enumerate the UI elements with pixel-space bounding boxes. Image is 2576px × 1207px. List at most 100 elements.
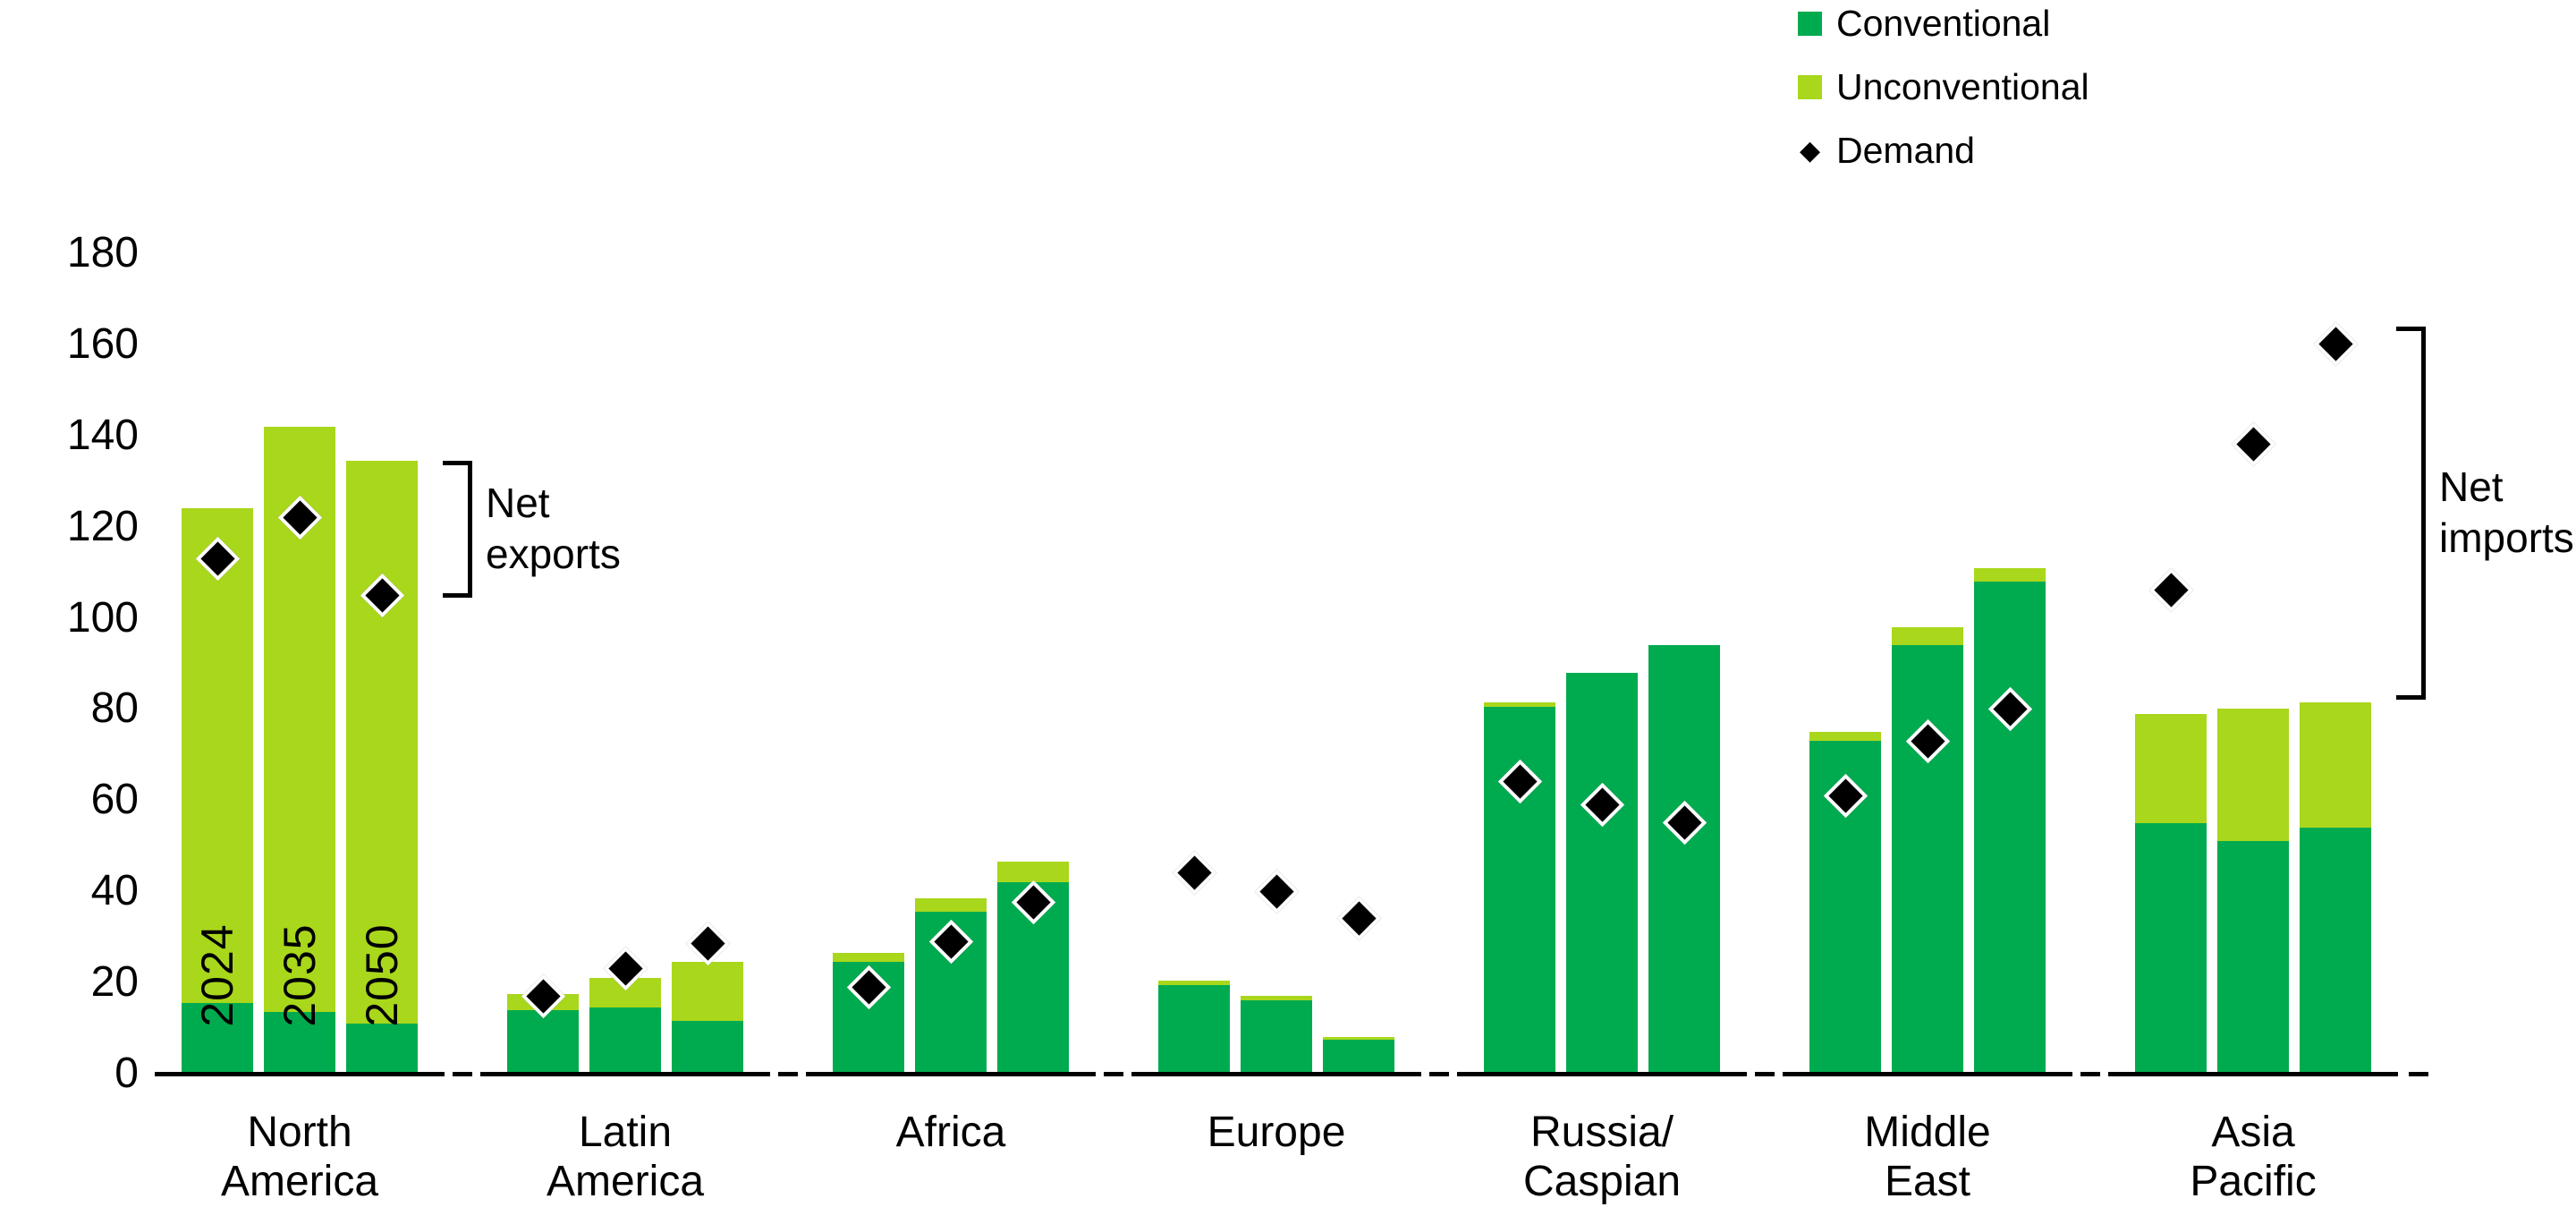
net-exports-label-line: exports — [486, 531, 621, 578]
bar-unconventional-segment — [2217, 709, 2289, 842]
demand-diamond — [1336, 897, 1381, 941]
x-axis-label-line: Latin — [578, 1109, 673, 1156]
year-label: 2024 — [192, 923, 242, 1027]
conventional-swatch-icon — [1798, 11, 1822, 36]
bar-conventional-segment — [346, 1023, 418, 1074]
bar-conventional-segment — [1323, 1039, 1394, 1074]
x-axis-label: Europe — [1114, 1108, 1439, 1157]
net-exports-label: Net exports — [486, 478, 621, 580]
net-exports-label-line: Net — [486, 480, 550, 527]
bar-conventional-segment — [1158, 984, 1230, 1074]
bar-conventional-segment — [1974, 581, 2046, 1074]
demand-diamond — [685, 922, 730, 966]
bar-conventional-segment — [1892, 645, 1963, 1074]
bar-conventional-segment — [507, 1009, 579, 1074]
bar-unconventional-segment — [346, 460, 418, 1024]
baseline-segment — [155, 1072, 445, 1076]
bar-conventional-segment — [182, 1003, 253, 1074]
bar-conventional-segment — [1648, 645, 1720, 1074]
x-axis-label-line: Africa — [895, 1109, 1006, 1156]
y-tick-label: 100 — [66, 593, 139, 642]
net-imports-label: Net imports — [2439, 462, 2574, 564]
baseline-segment — [2108, 1072, 2398, 1076]
legend-item-unconventional: Unconventional — [1798, 65, 2089, 108]
y-tick-label: 40 — [90, 867, 139, 915]
demand-diamond — [2148, 568, 2193, 613]
net-exports-bracket — [443, 460, 472, 598]
x-axis-label: Middle East — [1765, 1108, 2090, 1206]
x-axis-label-line: Asia — [2211, 1109, 2295, 1156]
x-axis-label-line: Russia/ — [1530, 1109, 1674, 1156]
demand-diamond — [1254, 869, 1299, 914]
bar-conventional-segment — [1566, 672, 1638, 1074]
bar-unconventional-segment — [182, 508, 253, 1004]
bar-unconventional-segment — [2300, 701, 2371, 828]
bar-conventional-segment — [264, 1012, 335, 1074]
bar-unconventional-segment — [1323, 1037, 1394, 1040]
baseline-dash — [1429, 1072, 1449, 1076]
demand-diamond-icon: ◆ — [1799, 135, 1821, 166]
x-axis-label-line: America — [220, 1158, 379, 1205]
y-tick-label: 120 — [66, 502, 139, 550]
year-label: 2050 — [357, 923, 407, 1027]
bar-unconventional-segment — [1484, 701, 1555, 707]
net-imports-bracket — [2396, 326, 2426, 701]
bar-unconventional-segment — [1241, 996, 1312, 1001]
legend-item-conventional: Conventional — [1798, 2, 2089, 45]
bar-unconventional-segment — [1974, 567, 2046, 582]
baseline-segment — [480, 1072, 770, 1076]
bar-unconventional-segment — [915, 897, 987, 913]
net-imports-label-line: imports — [2439, 514, 2574, 562]
baseline-dash — [1104, 1072, 1123, 1076]
bar-conventional-segment — [589, 1007, 661, 1074]
demand-diamond — [2231, 422, 2275, 467]
bar-unconventional-segment — [997, 862, 1069, 883]
x-axis-label-line: America — [546, 1158, 705, 1205]
legend-item-demand: ◆ Demand — [1798, 129, 2089, 172]
baseline-segment — [1131, 1072, 1421, 1076]
baseline-dash — [778, 1072, 798, 1076]
x-axis-label-line: Middle — [1864, 1109, 1991, 1156]
bar-unconventional-segment — [672, 962, 743, 1022]
bar-conventional-segment — [2300, 827, 2371, 1074]
y-tick-label: 80 — [90, 684, 139, 733]
legend-label-unconventional: Unconventional — [1836, 66, 2089, 107]
baseline-dash — [453, 1072, 472, 1076]
baseline-dash — [2080, 1072, 2100, 1076]
x-axis-label-line: Europe — [1207, 1109, 1346, 1156]
legend-label-conventional: Conventional — [1836, 3, 2051, 44]
year-label: 2035 — [275, 923, 325, 1027]
x-axis-label-line: North — [247, 1109, 352, 1156]
bar-conventional-segment — [672, 1021, 743, 1074]
x-axis-label: Russia/Caspian — [1439, 1108, 1765, 1206]
demand-diamond — [1172, 851, 1216, 896]
bar-conventional-segment — [1241, 1000, 1312, 1074]
x-axis-label: Asia Pacific — [2090, 1108, 2416, 1206]
legend-label-demand: Demand — [1836, 130, 1975, 171]
baseline-dash — [2409, 1072, 2428, 1076]
bar-unconventional-segment — [2135, 713, 2207, 823]
x-axis-label-line: East — [1884, 1158, 1971, 1205]
legend: Conventional Unconventional ◆ Demand — [1798, 2, 2089, 192]
x-axis-label: North America — [137, 1108, 462, 1206]
demand-diamond — [2313, 322, 2358, 367]
y-tick-label: 60 — [90, 776, 139, 824]
unconventional-swatch-icon — [1798, 74, 1822, 99]
bar-unconventional-segment — [1809, 731, 1881, 742]
x-axis-label-line: Caspian — [1522, 1158, 1682, 1205]
baseline-segment — [1457, 1072, 1747, 1076]
y-tick-label: 160 — [66, 319, 139, 368]
x-axis-label: Africa — [788, 1108, 1114, 1157]
bar-conventional-segment — [2217, 841, 2289, 1074]
x-axis-label-line: Pacific — [2190, 1158, 2317, 1205]
x-axis-label: Latin America — [462, 1108, 788, 1206]
net-imports-label-line: Net — [2439, 463, 2504, 511]
bar-unconventional-segment — [1892, 626, 1963, 646]
baseline-dash — [1755, 1072, 1775, 1076]
bar-unconventional-segment — [1158, 980, 1230, 985]
y-tick-label: 140 — [66, 411, 139, 459]
y-tick-label: 20 — [90, 958, 139, 1007]
baseline-segment — [806, 1072, 1096, 1076]
y-tick-label: 180 — [66, 229, 139, 276]
